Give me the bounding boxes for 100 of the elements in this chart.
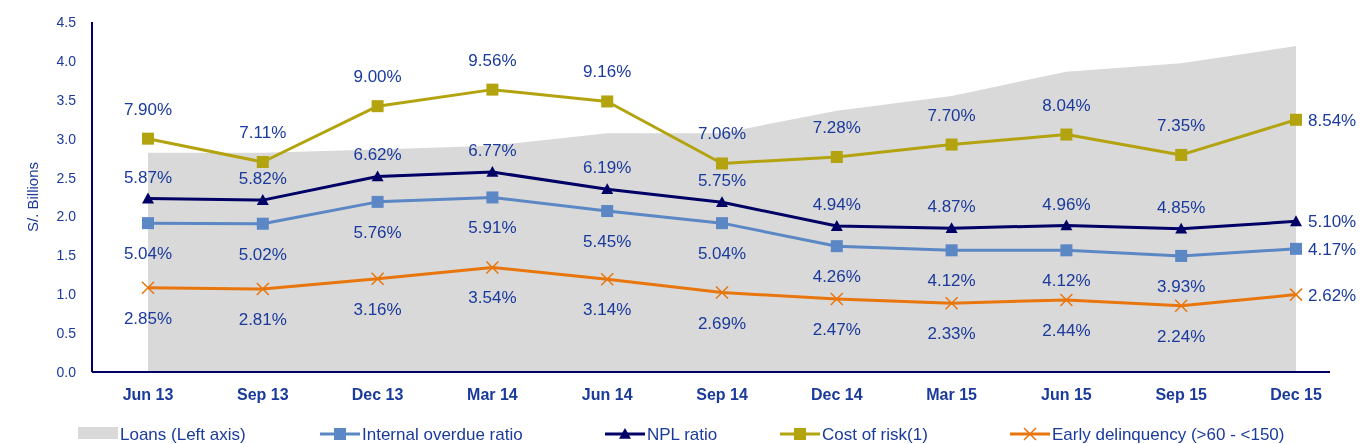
data-label: 7.35% <box>1157 115 1206 135</box>
point <box>1289 287 1303 302</box>
point <box>830 150 843 163</box>
data-label: 7.11% <box>239 123 287 142</box>
data-label: 5.82% <box>238 169 287 189</box>
point <box>716 157 728 170</box>
y-tick-label: 3.5 <box>56 91 77 108</box>
x-tick-label: Mar 14 <box>467 386 518 403</box>
point <box>945 244 958 257</box>
x-tick-label: Dec 14 <box>811 386 863 403</box>
point <box>486 83 499 96</box>
point <box>601 205 614 218</box>
point <box>1290 215 1302 227</box>
point <box>1290 113 1302 126</box>
legend-label: NPL ratio <box>647 425 718 444</box>
x-tick-label: Dec 13 <box>351 386 404 403</box>
point <box>716 196 728 207</box>
data-label: 4.26% <box>812 267 861 287</box>
point <box>486 166 499 177</box>
data-label: 9.00% <box>353 67 402 87</box>
point <box>371 100 384 113</box>
legend-label: Early delinquency (>60 - <150) <box>1052 425 1285 444</box>
point <box>141 281 155 295</box>
data-label: 2.85% <box>123 308 173 328</box>
data-label: 3.93% <box>1157 276 1206 296</box>
data-label: 4.96% <box>1042 194 1091 214</box>
data-label: 2.33% <box>927 324 976 344</box>
data-label: 2.24% <box>1157 326 1206 346</box>
point <box>370 271 385 286</box>
legend-label: Cost of risk(1) <box>822 425 928 444</box>
x-tick-label: Dec 15 <box>1270 386 1322 403</box>
data-label: 7.90% <box>123 99 173 119</box>
data-label: 5.04% <box>697 244 747 264</box>
point <box>1174 299 1188 313</box>
data-label: 6.19% <box>583 158 632 178</box>
data-label: 3.14% <box>583 300 632 320</box>
data-label: 8.04% <box>1042 95 1091 115</box>
point <box>1059 293 1074 307</box>
y-tick-label: 0.5 <box>56 325 77 342</box>
data-label: 6.62% <box>353 145 402 165</box>
point <box>371 195 384 208</box>
data-label: 5.04% <box>123 244 173 264</box>
point <box>486 191 499 204</box>
data-label: 2.69% <box>697 313 747 333</box>
data-label: 4.94% <box>812 195 861 215</box>
point <box>371 170 384 182</box>
data-label: 3.16% <box>353 299 402 319</box>
data-label: 7.06% <box>697 124 747 144</box>
y-tick-label: 3.0 <box>56 130 77 147</box>
y-tick-label: 1.0 <box>56 286 77 303</box>
data-label: 4.87% <box>927 197 976 217</box>
point <box>1175 249 1188 262</box>
point <box>600 272 614 287</box>
x-tick-label: Sep 14 <box>696 386 748 403</box>
point <box>601 183 614 194</box>
data-label: 9.56% <box>468 50 517 70</box>
x-tick-label: Sep 15 <box>1155 386 1208 403</box>
legend-label: Internal overdue ratio <box>362 425 523 444</box>
point <box>1175 222 1188 234</box>
data-label: 5.10% <box>1308 212 1357 232</box>
data-label: 6.77% <box>468 141 517 161</box>
point <box>142 217 154 230</box>
x-tick-label: Mar 15 <box>926 386 978 403</box>
legend-label: Loans (Left axis) <box>120 425 246 444</box>
data-label: 2.47% <box>812 320 861 340</box>
data-label: 2.62% <box>1308 285 1357 305</box>
data-label: 4.12% <box>927 271 976 291</box>
point <box>142 132 154 145</box>
data-label: 5.45% <box>583 232 632 252</box>
point <box>256 217 269 230</box>
point <box>716 217 728 230</box>
point <box>715 285 729 300</box>
point <box>1175 148 1188 161</box>
point <box>1060 244 1073 257</box>
point <box>485 260 500 275</box>
data-label: 5.75% <box>697 171 747 191</box>
point <box>830 240 843 253</box>
x-tick-label: Jun 13 <box>122 386 174 403</box>
data-label: 5.87% <box>123 167 173 187</box>
data-label: 2.44% <box>1042 320 1091 340</box>
point <box>1060 128 1073 141</box>
point <box>830 220 843 231</box>
y-tick-label: 1.5 <box>56 247 77 264</box>
data-label: 4.85% <box>1157 197 1206 217</box>
point <box>1060 219 1073 231</box>
y-axis-title: S/. Billions <box>24 161 41 233</box>
point <box>256 194 269 205</box>
point <box>945 138 958 151</box>
point <box>830 292 844 306</box>
data-label: 3.54% <box>468 288 517 308</box>
point <box>256 156 269 168</box>
x-tick-label: Sep 13 <box>237 386 289 403</box>
data-label: 4.17% <box>1308 239 1357 259</box>
data-label: 4.12% <box>1042 271 1091 291</box>
point <box>256 282 270 296</box>
data-label: 2.81% <box>238 310 287 329</box>
point <box>601 95 614 108</box>
data-label: 5.02% <box>238 244 287 264</box>
data-label: 8.54% <box>1308 110 1357 130</box>
point <box>945 222 958 233</box>
